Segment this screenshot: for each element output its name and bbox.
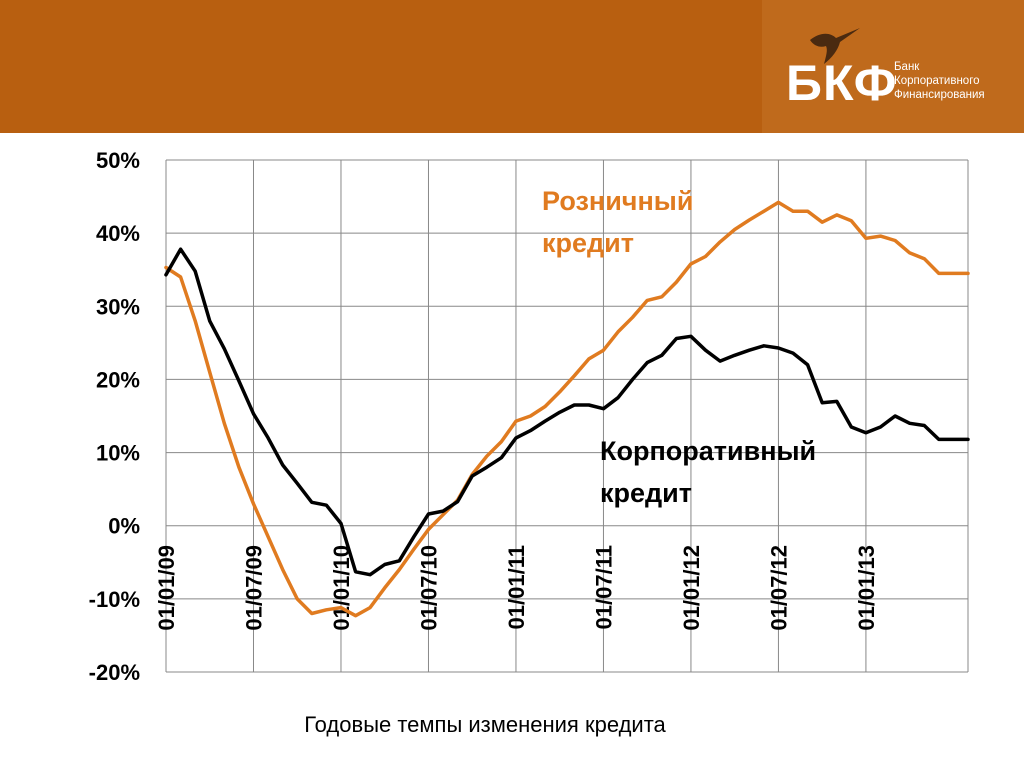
x-tick-label: 01/01/12 — [679, 545, 704, 631]
logo-text: БКФ — [786, 55, 898, 111]
y-tick-label: 20% — [96, 367, 140, 392]
y-tick-label: 40% — [96, 221, 140, 246]
x-tick-label: 01/01/10 — [329, 545, 354, 631]
y-tick-label: 30% — [96, 294, 140, 319]
series-label-retail: кредит — [542, 228, 634, 258]
series-label-corporate: Корпоративный — [600, 436, 816, 466]
hummingbird-icon — [810, 28, 860, 64]
x-tick-label: 01/01/09 — [154, 545, 179, 631]
y-tick-label: 50% — [96, 148, 140, 173]
series-label-corporate: кредит — [600, 478, 692, 508]
logo-sub-line-1: Банк — [894, 61, 920, 73]
logo-subtitle: Банк Корпоративного Финансирования — [894, 60, 985, 102]
x-tick-label: 01/07/11 — [591, 545, 616, 629]
logo-sub-line-2: Корпоративного — [894, 75, 980, 87]
chart-caption-text: Годовые темпы изменения кредита — [304, 712, 666, 737]
x-tick-label: 01/07/09 — [241, 545, 266, 631]
credit-growth-chart: 50% 40% 30% 20% 10% 0% -10% -20% 01/01/09 01/07/0… — [89, 148, 970, 685]
series-label-retail: Розничный — [542, 186, 693, 216]
y-tick-label: -10% — [89, 587, 140, 612]
x-tick-label: 01/01/13 — [854, 545, 879, 631]
series-line-corporate — [164, 247, 970, 577]
x-tick-label: 01/07/12 — [766, 545, 791, 631]
y-tick-label: 10% — [96, 441, 140, 466]
logo-panel — [762, 0, 1024, 133]
y-tick-label: -20% — [89, 660, 140, 685]
series-line-retail — [164, 200, 970, 618]
x-tick-label: 01/07/10 — [416, 545, 441, 631]
y-tick-label: 0% — [108, 514, 140, 539]
logo-sub-line-3: Финансирования — [894, 89, 985, 101]
chart-caption: Годовые темпы изменения кредита — [0, 712, 970, 738]
x-tick-label: 01/01/11 — [504, 545, 529, 629]
